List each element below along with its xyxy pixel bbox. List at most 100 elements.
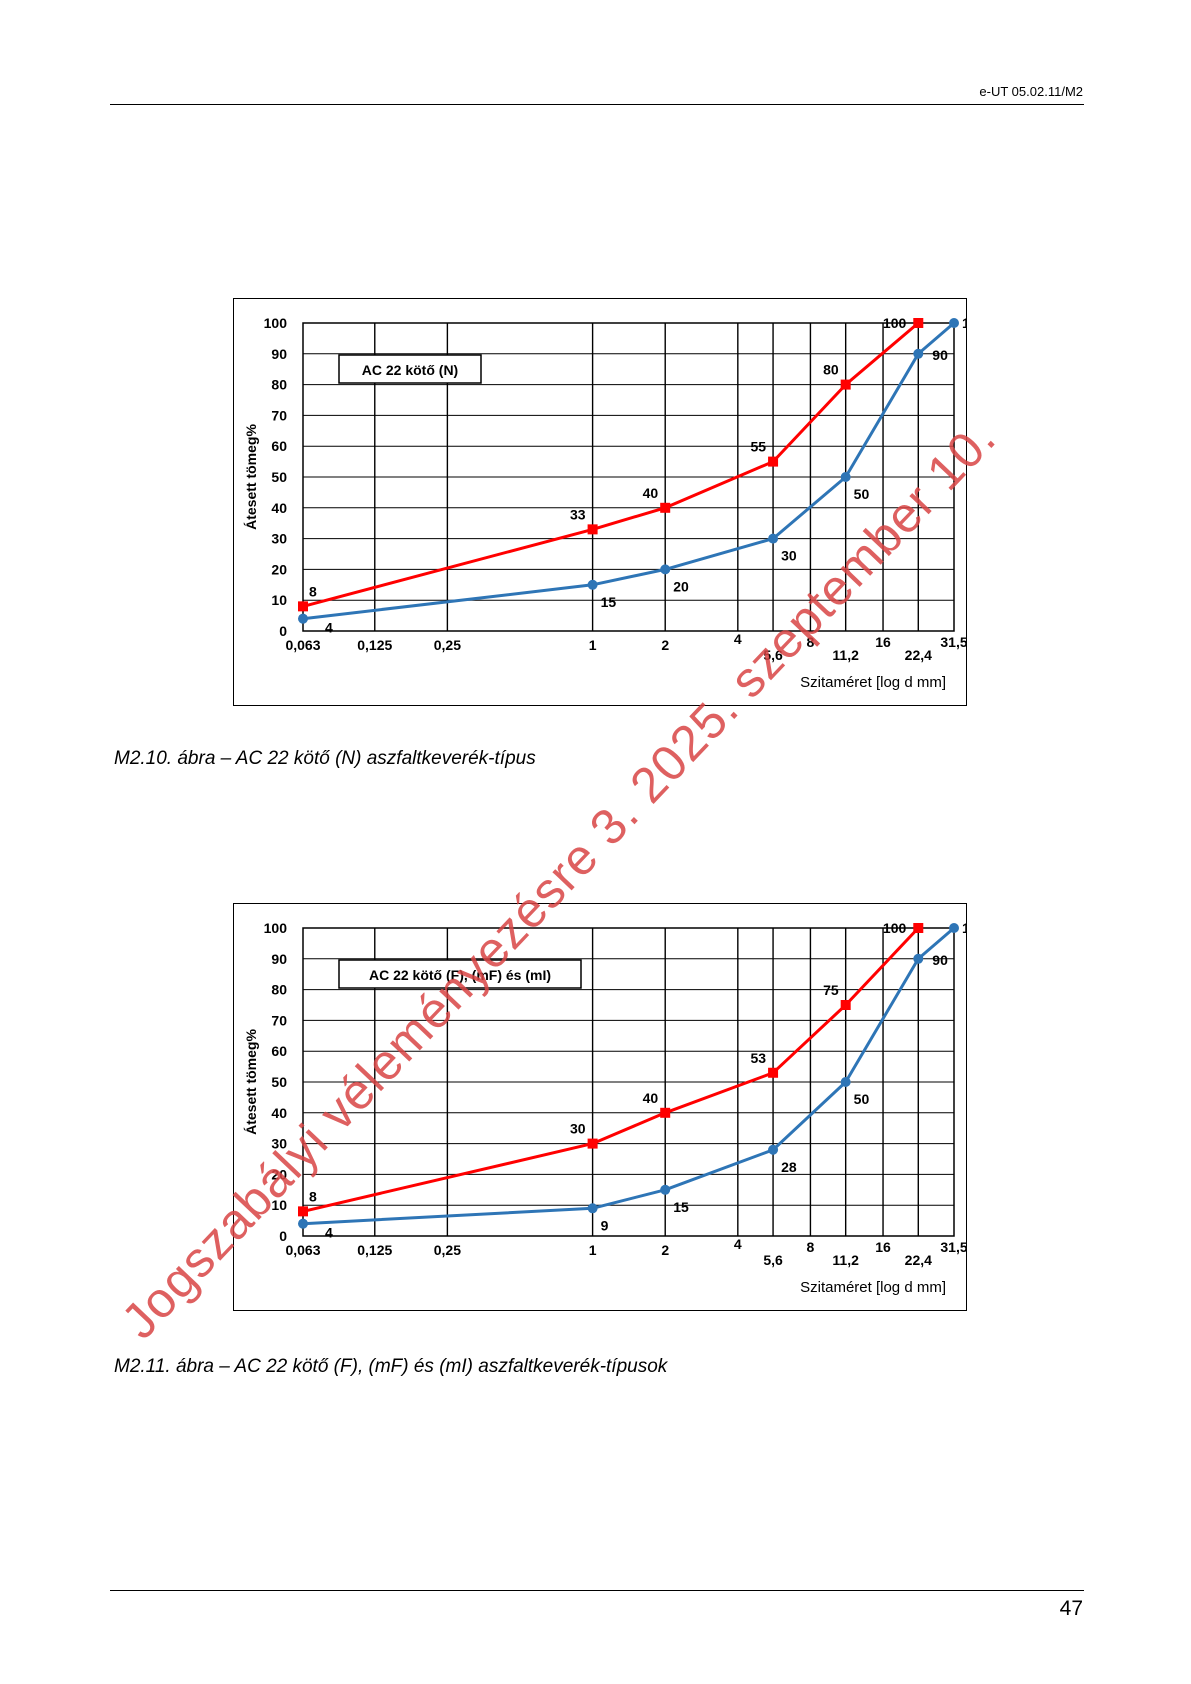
y-tick-label: 10 <box>271 592 287 608</box>
data-point-circle <box>587 1203 598 1214</box>
x-tick-label: 0,063 <box>285 637 320 653</box>
data-label: 8 <box>309 1188 317 1204</box>
chart-title-box <box>338 959 582 989</box>
x-tick-label: 22,4 <box>905 647 932 663</box>
data-point-circle <box>660 564 671 575</box>
y-axis-title: Átesett tömeg% <box>243 424 259 530</box>
chart-ac22-koto-n: 0 10 20 30 40 50 60 70 80 90 100 0,063 0,125 0,25 1 2 4 5… <box>233 298 967 706</box>
data-label: 4 <box>325 620 333 636</box>
x-tick-label: 0,063 <box>285 1242 320 1258</box>
data-label: 8 <box>309 583 317 599</box>
y-tick-label: 30 <box>271 531 287 547</box>
data-label: 33 <box>570 506 586 522</box>
data-label: 90 <box>932 952 948 968</box>
x-tick-label: 16 <box>875 1239 891 1255</box>
x-tick-label: 0,125 <box>357 637 392 653</box>
figure-caption-1: M2.10. ábra – AC 22 kötő (N) aszfaltkeve… <box>114 748 536 769</box>
data-label: 28 <box>781 1159 797 1175</box>
data-point-circle <box>840 1077 851 1087</box>
y-tick-label: 60 <box>271 1043 287 1059</box>
data-point-square <box>840 379 851 390</box>
data-point-square <box>660 1107 671 1118</box>
data-label: 15 <box>601 594 617 610</box>
data-label: 40 <box>643 485 659 501</box>
data-label: 40 <box>643 1090 659 1106</box>
data-label: 100 <box>883 315 907 331</box>
x-axis-title: Szitaméret [log d mm] <box>800 674 946 691</box>
y-tick-label: 100 <box>264 920 288 936</box>
document-id: e-UT 05.02.11/M2 <box>979 84 1083 99</box>
data-point-square <box>660 502 671 513</box>
data-label: 50 <box>854 1091 870 1107</box>
chart-svg: 0 10 20 30 40 50 60 70 80 90 100 0,063 0,125 0,25 1 2 4 5… <box>243 920 966 1296</box>
y-tick-label: 90 <box>271 951 287 967</box>
footer-rule <box>110 1590 1084 1591</box>
data-point-square <box>298 1206 308 1217</box>
x-axis-title: Szitaméret [log d mm] <box>800 1279 946 1296</box>
figure-caption-2: M2.11. ábra – AC 22 kötő (F), (mF) és (m… <box>114 1356 668 1377</box>
x-tick-label: 0,25 <box>434 1242 461 1258</box>
y-tick-label: 100 <box>264 315 288 331</box>
y-tick-label: 30 <box>271 1136 287 1152</box>
x-tick-label: 4 <box>734 631 742 647</box>
chart-ac22-koto-f-mf-mi: 0 10 20 30 40 50 60 70 80 90 100 0,063 0,125 0,25 1 2 4 5… <box>233 903 967 1311</box>
x-tick-label: 5,6 <box>763 1252 783 1268</box>
y-tick-label: 50 <box>271 469 287 485</box>
data-point-square <box>913 923 924 933</box>
chart-svg: 0 10 20 30 40 50 60 70 80 90 100 0,063 0,125 0,25 1 2 4 5… <box>243 315 966 691</box>
x-tick-label: 0,25 <box>434 637 461 653</box>
data-label: 15 <box>673 1199 689 1215</box>
data-point-circle <box>913 953 924 964</box>
data-label: 30 <box>570 1121 586 1137</box>
data-label: 100 <box>962 920 966 936</box>
y-tick-label: 50 <box>271 1074 287 1090</box>
y-axis-title: Átesett tömeg% <box>243 1029 259 1135</box>
data-point-circle <box>587 579 598 590</box>
y-tick-label: 10 <box>271 1197 287 1213</box>
y-tick-label: 20 <box>271 1166 287 1182</box>
y-tick-label: 20 <box>271 561 287 577</box>
data-label: 50 <box>854 486 870 502</box>
data-label: 100 <box>962 315 966 331</box>
data-point-square <box>298 601 308 612</box>
data-label: 9 <box>601 1217 609 1233</box>
data-point-circle <box>298 613 308 624</box>
data-label: 30 <box>781 548 797 564</box>
x-tick-label: 31,5 <box>940 634 966 650</box>
y-tick-label: 80 <box>271 982 287 998</box>
chart-title: AC 22 kötő (F), (mF) és (mI) <box>369 967 551 983</box>
data-point-circle <box>768 1144 779 1155</box>
y-tick-label: 80 <box>271 377 287 393</box>
x-tick-label: 22,4 <box>905 1252 932 1268</box>
data-point-circle <box>913 348 924 359</box>
x-tick-label: 1 <box>589 637 597 653</box>
data-label: 53 <box>750 1050 766 1066</box>
series-line-0 <box>302 926 920 1213</box>
data-point-circle <box>840 472 851 482</box>
data-point-square <box>587 524 598 535</box>
data-label: 75 <box>823 982 839 998</box>
chart-title-box <box>338 354 482 384</box>
data-label: 80 <box>823 362 839 378</box>
data-point-circle <box>949 318 959 328</box>
y-tick-label: 40 <box>271 1105 287 1121</box>
x-tick-label: 11,2 <box>832 1252 859 1268</box>
data-label: 4 <box>325 1225 333 1241</box>
data-point-circle <box>949 923 959 933</box>
x-tick-label: 0,125 <box>357 1242 392 1258</box>
y-tick-label: 40 <box>271 500 287 516</box>
y-tick-label: 70 <box>271 1012 287 1028</box>
x-tick-label: 31,5 <box>940 1239 966 1255</box>
data-point-square <box>913 318 924 328</box>
x-tick-label: 11,2 <box>832 647 859 663</box>
y-tick-label: 60 <box>271 438 287 454</box>
data-label: 20 <box>673 578 689 594</box>
x-tick-label: 2 <box>661 1242 669 1258</box>
chart-title: AC 22 kötő (N) <box>362 362 458 378</box>
data-point-square <box>840 1000 851 1010</box>
page-number: 47 <box>1059 1597 1083 1620</box>
x-tick-label: 8 <box>807 1239 815 1255</box>
x-tick-label: 4 <box>734 1236 742 1252</box>
x-tick-label: 16 <box>875 634 891 650</box>
x-tick-label: 1 <box>589 1242 597 1258</box>
